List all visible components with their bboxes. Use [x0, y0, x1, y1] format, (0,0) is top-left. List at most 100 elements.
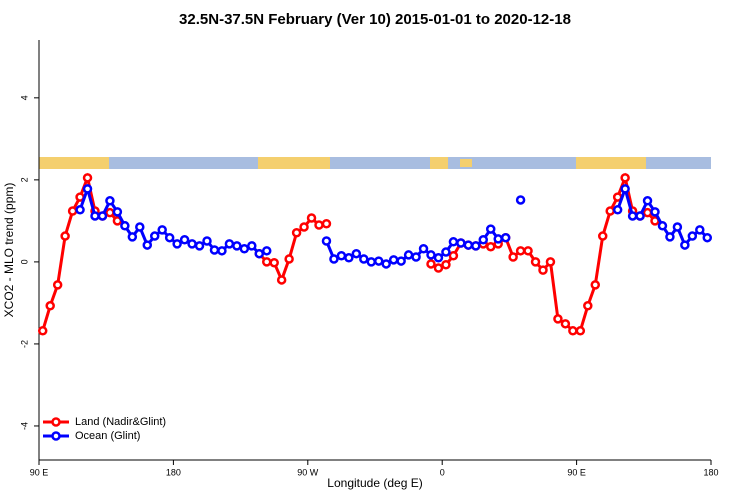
point [97, 211, 108, 221]
point [172, 239, 182, 249]
point [627, 211, 638, 221]
point [672, 222, 683, 232]
point [650, 207, 660, 217]
point [388, 255, 399, 265]
point [164, 232, 175, 243]
point [75, 205, 85, 215]
point [620, 184, 630, 194]
point [687, 231, 698, 241]
x-tick-label: 180 [166, 467, 181, 477]
point [426, 250, 436, 260]
point [568, 326, 578, 336]
point [478, 234, 489, 245]
point [448, 250, 459, 261]
point [217, 246, 227, 256]
point [583, 301, 593, 311]
x-tick-label: 90 E [567, 467, 586, 477]
point [553, 314, 563, 324]
point [105, 207, 115, 218]
point [597, 231, 608, 241]
point [67, 206, 78, 216]
point [351, 248, 362, 259]
point [403, 250, 414, 260]
point [381, 259, 391, 269]
point [209, 245, 220, 255]
point [433, 253, 444, 263]
point [269, 257, 279, 268]
point [276, 275, 287, 285]
point [485, 224, 496, 234]
point [680, 240, 690, 250]
x-tick-label: 180 [703, 467, 718, 477]
point [306, 213, 317, 223]
point [411, 252, 421, 262]
point [515, 246, 526, 256]
legend-label: Land (Nadir&Glint) [75, 416, 166, 428]
x-tick-label: 90 W [297, 467, 319, 477]
y-tick-label: 4 [19, 95, 29, 100]
point [142, 240, 153, 250]
point [575, 326, 586, 336]
point [52, 280, 63, 290]
point [433, 263, 444, 273]
x-tick-label: 90 E [30, 467, 49, 477]
point [321, 236, 332, 246]
point [545, 257, 556, 267]
point [612, 205, 623, 215]
point [120, 221, 130, 231]
point [232, 241, 242, 251]
point [224, 239, 235, 249]
point [665, 232, 675, 242]
point [373, 256, 384, 266]
point [695, 225, 705, 235]
point [463, 240, 474, 250]
point [456, 238, 466, 248]
x-tick-label: 0 [440, 467, 445, 477]
point [426, 259, 436, 269]
y-tick-label: -2 [19, 340, 29, 348]
point [299, 222, 309, 232]
point [635, 211, 645, 221]
point [485, 241, 496, 252]
point [187, 239, 197, 249]
point [441, 260, 451, 270]
point [448, 237, 459, 247]
point [329, 254, 339, 264]
point [261, 246, 272, 256]
x-axis-label: Longitude (deg E) [327, 476, 422, 490]
point [560, 319, 571, 329]
point [620, 173, 630, 183]
point [179, 234, 190, 245]
point [471, 241, 481, 251]
point [105, 196, 115, 206]
point [336, 250, 347, 261]
point [605, 206, 615, 216]
series-line [78, 183, 709, 266]
point [291, 228, 302, 238]
point [396, 256, 406, 266]
point [642, 207, 653, 218]
point [239, 244, 250, 254]
point [135, 222, 145, 232]
point [344, 253, 354, 263]
point [284, 254, 294, 264]
point [500, 232, 511, 243]
y-tick-label: -4 [19, 422, 29, 430]
point [60, 231, 70, 241]
point [112, 207, 123, 217]
point [194, 241, 205, 251]
legend-marker [51, 417, 61, 427]
point [149, 231, 160, 241]
point [493, 234, 503, 244]
point [82, 184, 93, 194]
point [247, 241, 257, 251]
chart-title: 32.5N-37.5N February (Ver 10) 2015-01-01… [179, 11, 571, 28]
point [418, 244, 429, 254]
point [530, 257, 541, 267]
point [254, 248, 265, 259]
point [702, 232, 713, 243]
point [508, 252, 518, 262]
legend-marker [51, 431, 61, 441]
y-tick-label: 0 [19, 259, 29, 264]
